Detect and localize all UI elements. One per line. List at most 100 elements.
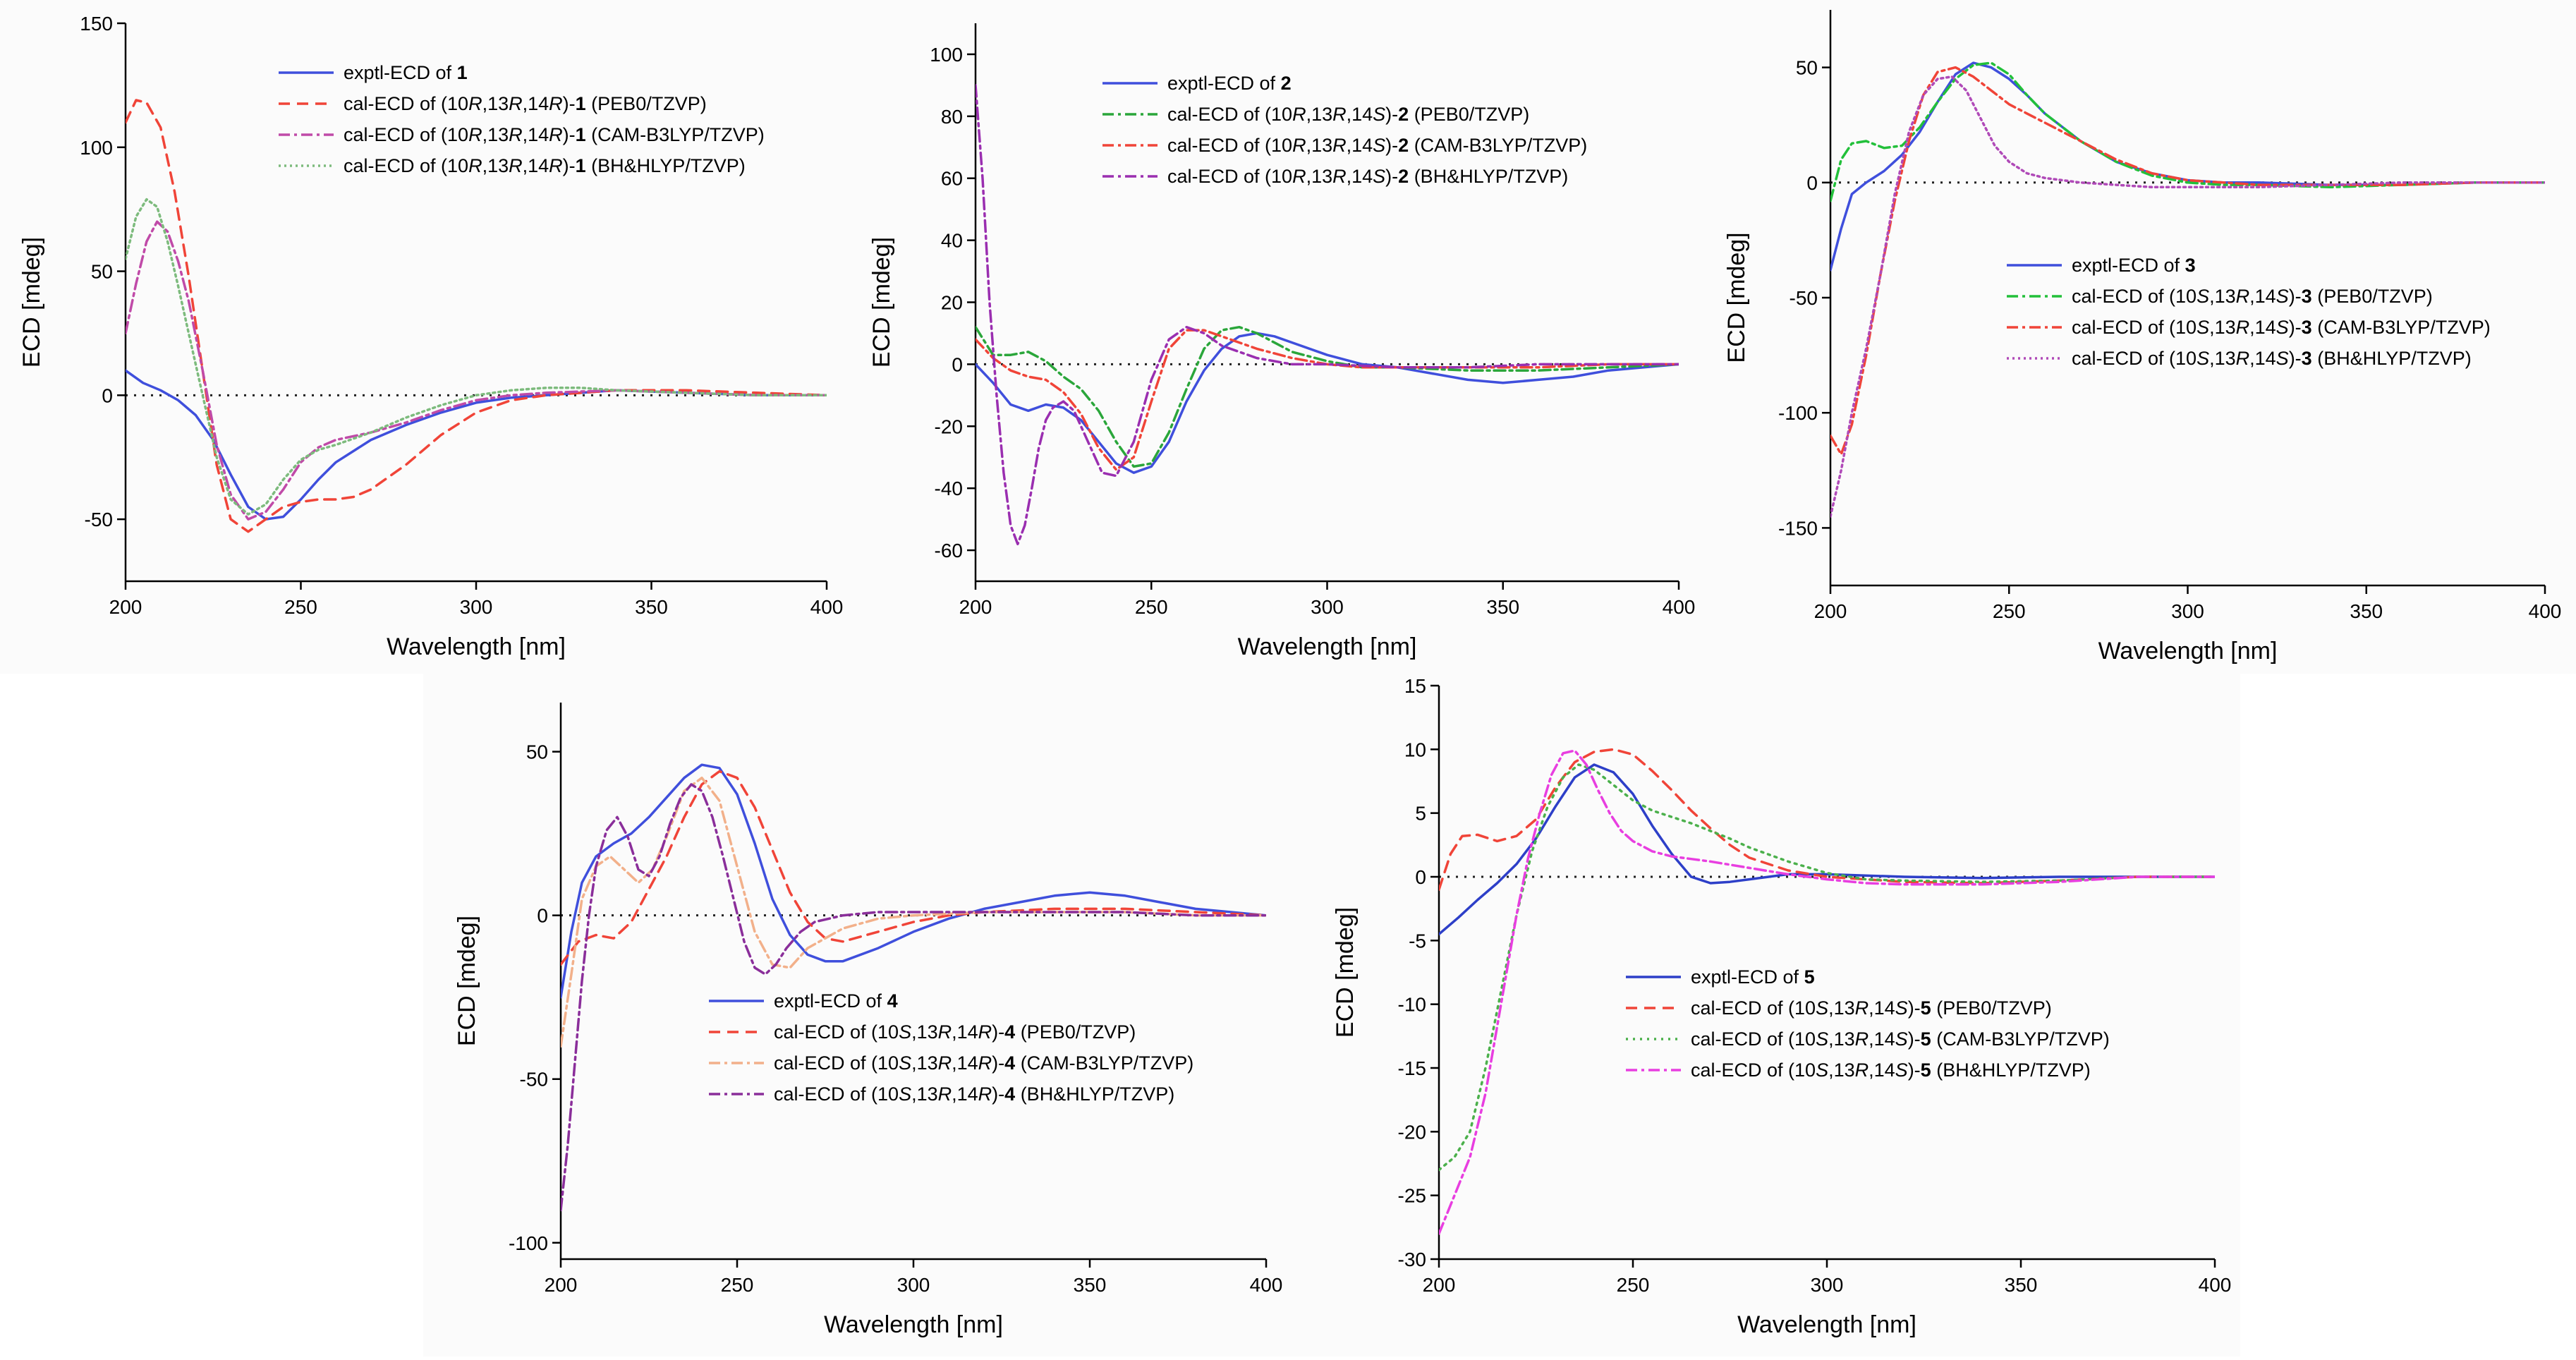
x-tick-label: 200 bbox=[1814, 600, 1847, 622]
x-tick-label: 250 bbox=[721, 1274, 754, 1296]
series-line-2 bbox=[1830, 61, 2545, 202]
y-tick-label: 10 bbox=[1404, 739, 1426, 760]
legend-entry-2: cal-ECD of (10S,13R,14R)-4 (PEB0/TZVP) bbox=[774, 1021, 1136, 1043]
y-tick-label: 150 bbox=[80, 13, 113, 35]
x-tick-label: 300 bbox=[460, 596, 493, 618]
y-axis-label: ECD [mdeg] bbox=[454, 916, 480, 1046]
chart-panel-2: 200 250 300 350 400 -60 -40 -20 0 20 40 60 80 100 Wave… bbox=[850, 0, 1703, 674]
y-axis-label: ECD [mdeg] bbox=[1723, 232, 1750, 363]
legend-entry-2: cal-ECD of (10S,13R,14S)-3 (PEB0/TZVP) bbox=[2072, 286, 2433, 307]
x-tick-label: 300 bbox=[2171, 600, 2204, 622]
y-tick-label: -150 bbox=[1778, 517, 1818, 539]
legend-entry-4: cal-ECD of (10S,13R,14R)-4 (BH&HLYP/TZVP… bbox=[774, 1083, 1174, 1105]
y-tick-label: 50 bbox=[1796, 57, 1818, 79]
y-tick-label: -60 bbox=[935, 540, 963, 561]
x-tick-label: 350 bbox=[2350, 600, 2383, 622]
y-tick-label: -20 bbox=[935, 415, 963, 437]
legend-entry-2: cal-ECD of (10R,13R,14S)-2 (PEB0/TZVP) bbox=[1167, 104, 1529, 125]
chart-panel-1: 200 250 300 350 400 -50 0 50 100 150 Wavelength [n… bbox=[0, 0, 850, 674]
y-tick-label: -20 bbox=[1398, 1121, 1426, 1143]
y-tick-label: 80 bbox=[941, 106, 963, 128]
series-line-2 bbox=[126, 99, 827, 533]
series-line-4 bbox=[1830, 75, 2545, 518]
series-line-1 bbox=[976, 332, 1679, 474]
x-tick-label: 350 bbox=[1074, 1274, 1107, 1296]
legend-entry-3: cal-ECD of (10S,13R,14R)-4 (CAM-B3LYP/TZ… bbox=[774, 1052, 1193, 1074]
x-tick-label: 200 bbox=[545, 1274, 578, 1296]
y-tick-label: 0 bbox=[537, 905, 548, 927]
series-line-1 bbox=[561, 763, 1266, 999]
series-line-4 bbox=[1439, 749, 2215, 1235]
legend-entry-2: cal-ECD of (10S,13R,14S)-5 (PEB0/TZVP) bbox=[1691, 997, 2052, 1019]
panel-background bbox=[1288, 674, 2240, 1356]
y-tick-label: -40 bbox=[935, 478, 963, 499]
y-tick-label: 50 bbox=[526, 741, 548, 763]
y-tick-label: 0 bbox=[102, 384, 113, 406]
chart-panel-5: 200 250 300 350 400 -30 -25 -20 -15 -10 -5 0 5 10 15 Wa… bbox=[1288, 674, 2240, 1356]
x-tick-label: 300 bbox=[897, 1274, 930, 1296]
legend-entry-1: exptl-ECD of 2 bbox=[1167, 73, 1292, 94]
series-line-1 bbox=[1830, 61, 2545, 272]
y-tick-label: -30 bbox=[1398, 1249, 1426, 1270]
chart-panel-3: 200 250 300 350 400 -150 -100 -50 0 50 Wavelength … bbox=[1703, 0, 2576, 674]
x-axis-label: Wavelength [nm] bbox=[1238, 633, 1417, 660]
y-tick-label: -5 bbox=[1409, 930, 1426, 952]
legend-entry-1: exptl-ECD of 5 bbox=[1691, 966, 1815, 988]
x-tick-label: 400 bbox=[1250, 1274, 1283, 1296]
y-tick-label: 15 bbox=[1404, 675, 1426, 697]
series-line-3 bbox=[126, 220, 827, 521]
y-axis-label: ECD [mdeg] bbox=[18, 237, 45, 368]
chart-panel-4: 200 250 300 350 400 -100 -50 0 50 Wavelength [nm]… bbox=[423, 674, 1288, 1356]
series-line-4 bbox=[126, 198, 827, 516]
series-line-3 bbox=[1439, 763, 2215, 1172]
panel-background bbox=[1703, 0, 2576, 674]
series-line-1 bbox=[1439, 763, 2215, 936]
legend-entry-4: cal-ECD of (10S,13R,14S)-5 (BH&HLYP/TZVP… bbox=[1691, 1060, 2091, 1081]
y-tick-label: 60 bbox=[941, 168, 963, 190]
legend-entry-2: cal-ECD of (10R,13R,14R)-1 (PEB0/TZVP) bbox=[344, 93, 707, 114]
x-tick-label: 300 bbox=[1311, 596, 1344, 618]
legend-entry-3: cal-ECD of (10R,13R,14R)-1 (CAM-B3LYP/TZ… bbox=[344, 124, 765, 145]
legend-entry-3: cal-ECD of (10S,13R,14S)-5 (CAM-B3LYP/TZ… bbox=[1691, 1028, 2110, 1050]
y-tick-label: -15 bbox=[1398, 1057, 1426, 1079]
x-tick-label: 200 bbox=[959, 596, 992, 618]
panel-background bbox=[0, 0, 850, 674]
x-tick-label: 250 bbox=[1993, 600, 2026, 622]
panel-background bbox=[423, 674, 1288, 1356]
legend-entry-4: cal-ECD of (10R,13R,14R)-1 (BH&HLYP/TZVP… bbox=[344, 155, 746, 176]
legend-entry-3: cal-ECD of (10S,13R,14S)-3 (CAM-B3LYP/TZ… bbox=[2072, 317, 2491, 338]
y-tick-label: 50 bbox=[91, 261, 113, 283]
x-axis-label: Wavelength [nm] bbox=[2098, 638, 2278, 664]
y-tick-label: 100 bbox=[80, 137, 113, 159]
x-tick-label: 350 bbox=[635, 596, 668, 618]
y-tick-label: -100 bbox=[1778, 402, 1818, 424]
x-tick-label: 400 bbox=[810, 596, 844, 618]
y-tick-label: -50 bbox=[1790, 287, 1818, 309]
x-axis-label: Wavelength [nm] bbox=[824, 1311, 1003, 1338]
x-tick-label: 200 bbox=[1423, 1274, 1456, 1296]
y-tick-label: 100 bbox=[930, 44, 963, 66]
x-tick-label: 350 bbox=[2005, 1274, 2038, 1296]
legend-entry-4: cal-ECD of (10S,13R,14S)-3 (BH&HLYP/TZVP… bbox=[2072, 348, 2472, 369]
x-tick-label: 300 bbox=[1811, 1274, 1844, 1296]
x-tick-label: 250 bbox=[1617, 1274, 1650, 1296]
y-axis-label: ECD [mdeg] bbox=[1332, 907, 1359, 1038]
y-tick-label: 20 bbox=[941, 292, 963, 314]
x-tick-label: 200 bbox=[109, 596, 142, 618]
legend-entry-3: cal-ECD of (10R,13R,14S)-2 (CAM-B3LYP/TZ… bbox=[1167, 135, 1587, 156]
legend-entry-1: exptl-ECD of 1 bbox=[344, 62, 468, 83]
y-tick-label: -25 bbox=[1398, 1185, 1426, 1207]
x-tick-label: 400 bbox=[2199, 1274, 2232, 1296]
legend-entry-1: exptl-ECD of 4 bbox=[774, 990, 898, 1012]
y-tick-label: -10 bbox=[1398, 994, 1426, 1016]
x-tick-label: 250 bbox=[1135, 596, 1168, 618]
x-tick-label: 400 bbox=[1663, 596, 1696, 618]
legend-entry-1: exptl-ECD of 3 bbox=[2072, 255, 2196, 276]
x-tick-label: 250 bbox=[284, 596, 317, 618]
x-axis-label: Wavelength [nm] bbox=[387, 633, 566, 660]
x-tick-label: 400 bbox=[2529, 600, 2562, 622]
series-line-4 bbox=[561, 783, 1266, 1212]
y-tick-label: -100 bbox=[509, 1232, 548, 1254]
y-tick-label: 0 bbox=[1415, 866, 1426, 888]
